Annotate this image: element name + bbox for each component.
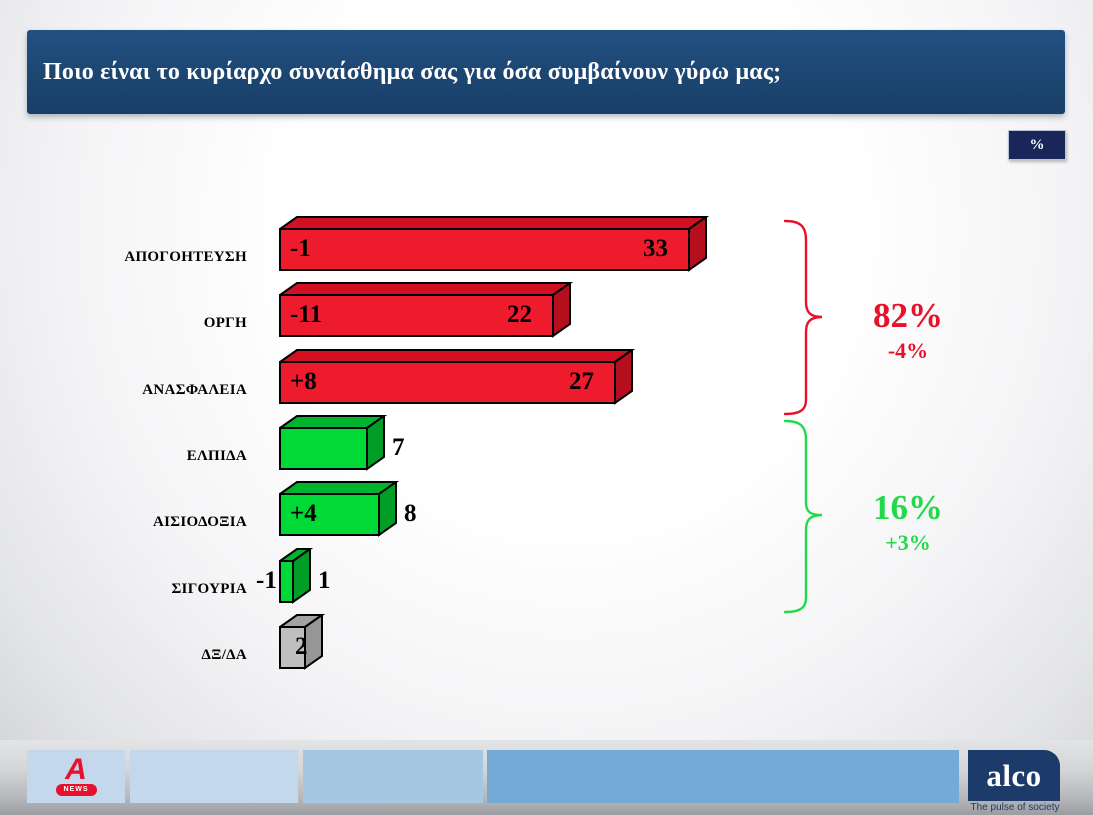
bar-row: ΑΠΟΓΟΗΤΕΥΣΗ -1 33 [0,216,860,272]
bar-3d [279,481,399,537]
negative-total: 82% [873,296,943,335]
positive-change: +3% [885,530,931,555]
footer-strip-2 [303,750,483,803]
bar-label: ΑΙΣΙΟΔΟΞΙΑ [152,514,247,530]
bar-front-face [279,228,690,271]
bar-delta: -1 [290,235,311,262]
bar-value: 2 [295,633,308,660]
alpha-news-logo: A NEWS [27,750,125,803]
bar-3d [279,548,313,604]
bar-value: 33 [643,235,668,262]
bar-value: 27 [569,368,594,395]
bar-row: ΣΙΓΟΥΡΙΑ -1 1 [0,548,860,604]
bar-top-face [279,481,399,495]
negative-change: -4% [887,338,929,363]
bar-front-face [279,361,616,404]
alco-logo: alco [968,750,1060,801]
bar-delta: -1 [256,567,277,594]
bar-delta: +8 [290,368,317,395]
bar-3d [279,282,573,338]
bar-front-face [279,626,306,669]
bar-3d [279,349,635,405]
alpha-news-label: NEWS [55,784,97,796]
alpha-logo-icon: A [65,753,87,786]
footer-strip-1 [130,750,298,803]
bar-3d [279,415,387,471]
bar-value: 22 [507,301,532,328]
positive-total: 16% [873,488,943,527]
bar-3d [279,216,709,272]
bar-top-face [279,349,635,363]
bar-front-face [279,294,554,337]
page-title: Ποιο είναι το κυρίαρχο συναίσθημα σας γι… [43,58,782,85]
bar-label: ΟΡΓΗ [203,315,247,331]
footer-strip-3 [487,750,959,803]
bar-label: ΣΙΓΟΥΡΙΑ [171,581,247,597]
negative-group-summary: 82% -4% [838,297,978,363]
bar-label: ΑΠΟΓΟΗΤΕΥΣΗ [124,249,247,265]
alco-tagline: The pulse of society [970,802,1060,813]
alco-logo-text: alco [986,757,1042,793]
percent-unit-label: % [1029,136,1045,153]
bar-label: ΕΛΠΙΔΑ [186,448,247,464]
bar-top-face [279,216,709,230]
bar-front-face [279,560,294,603]
bar-delta: +4 [290,500,317,527]
bar-value: 7 [392,434,405,461]
bar-delta: -11 [290,301,322,328]
bar-row: ΑΝΑΣΦΑΛΕΙΑ +8 27 [0,349,860,405]
bar-row: ΕΛΠΙΔΑ 7 [0,415,860,471]
bar-label: ΔΞ/ΔΑ [201,647,247,663]
bar-front-face [279,427,368,470]
bar-value: 1 [318,567,331,594]
group-braces [783,219,823,614]
bar-row: ΑΙΣΙΟΔΟΞΙΑ +4 8 [0,481,860,537]
green-brace [783,419,823,614]
bar-row: ΟΡΓΗ -11 22 [0,282,860,338]
bar-3d [279,614,325,670]
title-bar: Ποιο είναι το κυρίαρχο συναίσθημα σας γι… [27,30,1065,114]
bar-label: ΑΝΑΣΦΑΛΕΙΑ [142,382,247,398]
red-brace [783,219,823,416]
percent-unit-badge: % [1008,130,1066,160]
bar-row: ΔΞ/ΔΑ 2 [0,614,860,670]
emotions-bar-chart: ΑΠΟΓΟΗΤΕΥΣΗ -1 33 ΟΡΓΗ -11 22 ΑΝΑΣΦΑΛΕΙΑ +8 27 ΕΛ… [0,216,860,670]
bar-value: 8 [404,500,417,527]
positive-group-summary: 16% +3% [838,489,978,555]
bar-top-face [279,282,573,296]
bar-front-face [279,493,380,536]
